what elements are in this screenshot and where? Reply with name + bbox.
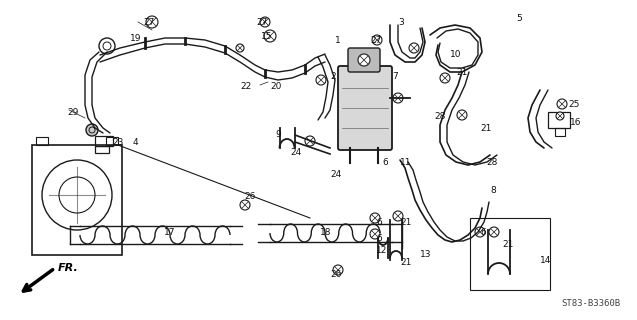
Text: ST83-B3360B: ST83-B3360B [561,299,620,308]
Circle shape [236,44,244,52]
Circle shape [457,110,467,120]
Bar [470,218,550,290]
Circle shape [370,213,380,223]
Circle shape [86,124,98,136]
Text: 6: 6 [382,158,388,167]
Text: 14: 14 [540,256,552,265]
Text: 8: 8 [490,186,496,195]
Circle shape [440,73,450,83]
Text: FR.: FR. [58,263,79,273]
Circle shape [393,93,403,103]
Text: 21: 21 [400,258,412,267]
Text: 9: 9 [275,130,281,139]
Text: 24: 24 [290,148,301,157]
Circle shape [372,35,382,45]
Circle shape [146,16,158,28]
Circle shape [260,17,270,27]
Text: 18: 18 [320,228,331,237]
Text: 19: 19 [130,34,141,43]
Text: 21: 21 [456,68,468,77]
Text: 25: 25 [568,100,580,109]
Bar [95,146,109,153]
Circle shape [409,43,419,53]
Text: 6: 6 [376,218,382,227]
Circle shape [370,229,380,239]
Text: 4: 4 [133,138,139,147]
Circle shape [358,54,370,66]
Text: 1: 1 [335,36,341,45]
Text: 3: 3 [398,18,404,27]
Text: 21: 21 [400,218,412,227]
Text: 26: 26 [330,270,341,279]
Text: 27: 27 [143,18,154,27]
Text: 22: 22 [240,82,251,91]
Text: 21: 21 [480,124,491,133]
Text: 24: 24 [330,170,341,179]
Text: 28: 28 [486,158,497,167]
Text: 17: 17 [164,228,176,237]
Text: 10: 10 [450,50,461,59]
Text: 7: 7 [392,72,397,81]
Circle shape [333,265,343,275]
Bar [548,112,570,128]
Text: 6: 6 [376,234,382,243]
Text: 12: 12 [376,246,387,255]
Circle shape [264,30,276,42]
Text: 5: 5 [516,14,522,23]
Text: 11: 11 [400,158,412,167]
Text: 2: 2 [330,72,336,81]
Circle shape [475,227,485,237]
Text: 26: 26 [244,192,255,201]
Text: 13: 13 [420,250,431,259]
Bar [32,145,122,255]
Circle shape [393,211,403,221]
Bar [555,128,565,136]
Text: 15: 15 [261,32,273,41]
Circle shape [489,227,499,237]
Circle shape [557,99,567,109]
Text: 27: 27 [256,18,268,27]
FancyBboxPatch shape [348,48,380,72]
Text: 23: 23 [112,138,124,147]
Bar [106,137,118,145]
Circle shape [556,112,564,120]
Circle shape [316,75,326,85]
Text: 21: 21 [502,240,513,249]
Text: 27: 27 [370,36,382,45]
Circle shape [240,200,250,210]
Text: 20: 20 [270,82,282,91]
Text: 16: 16 [570,118,582,127]
FancyBboxPatch shape [338,66,392,150]
Bar [95,136,113,146]
Text: 29: 29 [67,108,78,117]
Text: 6: 6 [480,228,486,237]
Text: 28: 28 [434,112,445,121]
Circle shape [305,136,315,146]
Bar [36,137,48,145]
